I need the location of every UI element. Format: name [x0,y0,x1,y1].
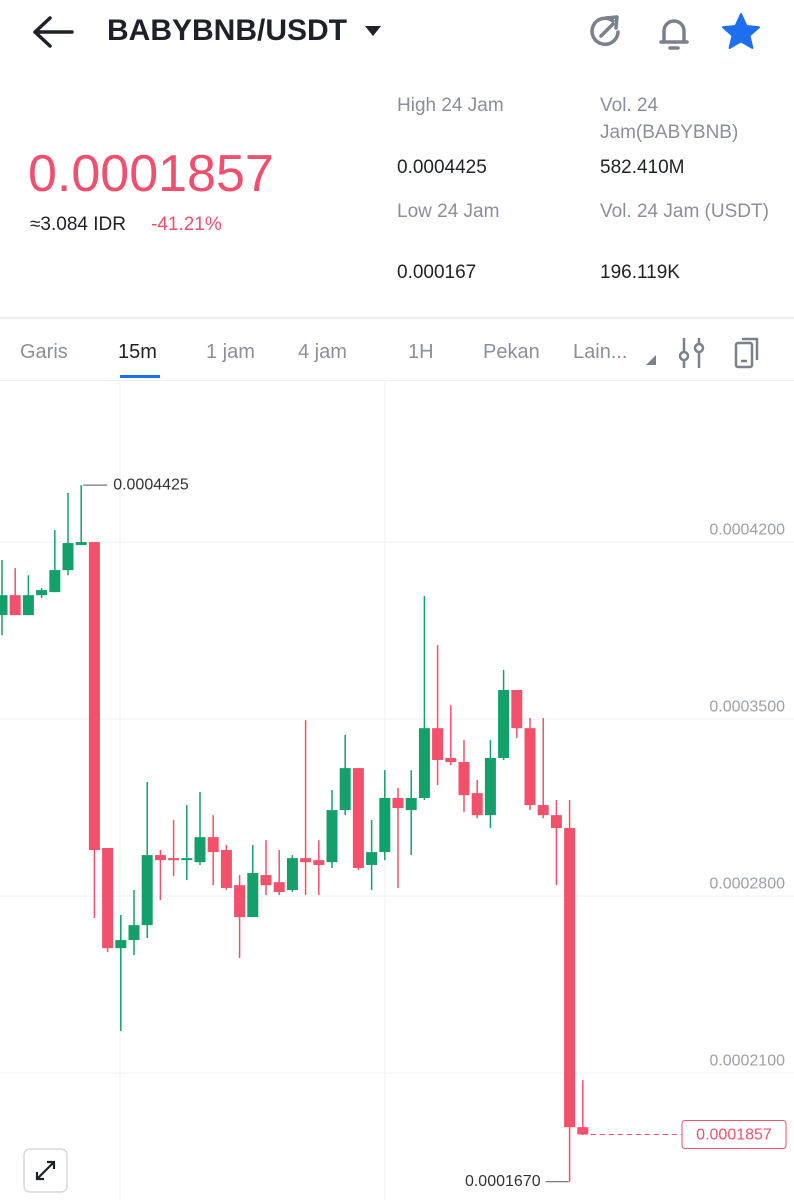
tab[interactable]: 1H [408,341,434,363]
min-marker-label: 0.0001670 [465,1173,541,1190]
stat-label: Low 24 Jam [397,201,500,222]
layout-icon[interactable] [733,336,763,370]
candle-body [577,1127,589,1135]
candle-body [247,873,259,918]
candle-body [511,689,523,729]
tab[interactable]: 4 jam [298,341,347,363]
candle-body [286,858,298,890]
back-button[interactable] [30,14,74,50]
max-marker-label: 0.0004425 [113,476,189,493]
candle-body [9,595,21,616]
candle-body [49,570,61,593]
candle-body [537,805,549,816]
candle-body [300,858,312,863]
stat-label: Vol. 24 Jam(BABYBNB) [600,95,739,143]
divider [0,317,794,319]
y-tick-label: 0.0002100 [709,1052,785,1069]
candle-body [564,828,576,1128]
y-tick-label: 0.0004200 [709,521,785,538]
last-price: 0.0001857 [28,145,274,203]
price-idr: ≈3.084 IDR [30,214,126,235]
candle-body [115,940,127,949]
candle-body [445,758,457,763]
candle-body [194,837,206,863]
stat-value: 0.0004425 [397,157,487,178]
price-change: -41.21% [151,214,222,235]
candle-body [220,850,232,888]
candle-body [154,855,166,861]
candle-body [432,728,444,761]
stat-label: Vol. 24 Jam (USDT) [600,201,769,222]
candle-body [418,728,430,798]
candle-body [273,882,285,893]
candle-body [75,542,87,546]
candle-body [498,689,510,759]
candle-body [458,762,470,796]
candle-body [405,797,417,811]
indicator-icon[interactable] [677,336,707,370]
tab-underline [120,375,160,378]
candle-body [102,848,114,949]
stat-label: High 24 Jam [397,95,504,116]
candle-body [207,837,219,853]
tab-dropdown[interactable] [645,354,657,366]
refresh-icon[interactable] [585,12,625,52]
tab-active[interactable]: 15m [118,341,157,363]
candle-body [339,768,351,811]
candle-body [392,797,404,809]
y-tick-label: 0.0002800 [709,875,785,892]
last-price-label: 0.0001857 [696,1127,772,1144]
candle-body [313,860,325,865]
tab[interactable]: 1 jam [206,341,255,363]
candle-body [366,852,378,865]
pair-dropdown[interactable] [364,24,382,38]
candle-body [260,875,272,886]
tab[interactable]: Lain... [573,341,628,363]
candle-body [234,885,246,918]
candle-body [88,542,100,851]
divider [0,380,794,381]
candle-body [141,855,153,926]
pair-title[interactable]: BABYBNB/USDT [107,14,347,47]
candle-body [62,543,74,571]
bell-icon[interactable] [654,12,694,52]
candle-body [379,797,391,853]
candle-body [484,758,496,816]
candle-body [471,793,483,816]
tab[interactable]: Garis [20,341,68,363]
candle-body [181,858,193,861]
expand-button[interactable] [23,1148,68,1193]
stat-value: 0.000167 [397,262,477,283]
candle-body [550,815,562,829]
stat-value: 196.119K [600,262,680,283]
candle-body [0,595,8,616]
y-tick-label: 0.0003500 [709,698,785,715]
last-price-box [681,1120,787,1150]
candlestick-chart: 0.0004200 0.0003500 0.0002800 0.0002100 0.00… [0,382,794,1200]
candle-body [128,925,140,941]
candle-body [168,858,180,861]
candle-body [352,768,364,868]
tab[interactable]: Pekan [483,341,540,363]
stat-value: 582.410M [600,157,685,178]
candle-body [22,595,34,616]
candle-body [524,728,536,806]
candle-body [326,810,338,863]
candle-body [36,590,48,596]
favorite-star[interactable] [720,12,762,52]
